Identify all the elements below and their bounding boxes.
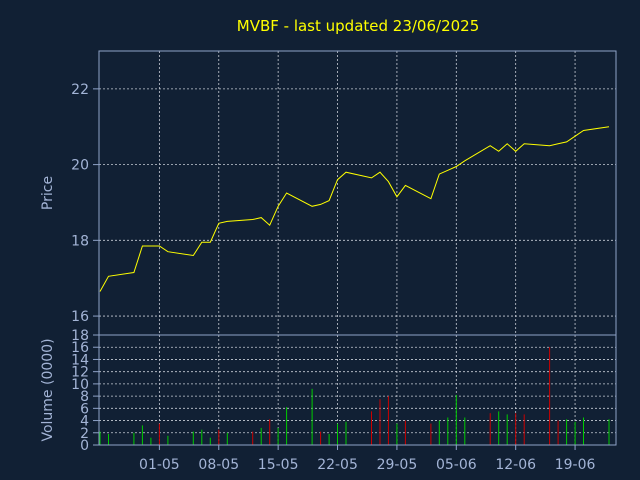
x-axis-tick-labels: 01-05 08-05 15-05 22-05 29-05 05-06 12-06 19-06 [139, 445, 595, 473]
x-tick-label: 05-06 [436, 457, 477, 473]
volume-y-tick-label: 2 [80, 426, 89, 442]
x-tick-label: 22-05 [317, 457, 358, 473]
volume-bars [99, 347, 610, 445]
price-series-line [99, 126, 610, 292]
price-y-tick-label: 18 [71, 233, 89, 249]
price-grid [99, 88, 616, 317]
x-tick-label: 15-05 [258, 457, 299, 473]
x-tick-label: 08-05 [198, 457, 239, 473]
chart-title: MVBF - last updated 23/06/2025 [237, 17, 480, 35]
price-x-grid [158, 51, 576, 335]
price-y-tick-label: 16 [71, 309, 89, 325]
volume-panel-frame [98, 334, 617, 446]
volume-x-grid [158, 335, 576, 445]
volume-y-tick-label: 0 [80, 438, 89, 454]
x-tick-label: 29-05 [377, 457, 418, 473]
volume-y-tick-label: 18 [71, 328, 89, 344]
price-y-tick-label: 22 [71, 82, 89, 98]
volume-y-tick-label: 14 [71, 352, 89, 368]
volume-grid [99, 346, 616, 434]
x-tick-label: 12-06 [495, 457, 536, 473]
volume-y-tick-label: 6 [80, 401, 89, 417]
volume-y-tick-label: 16 [71, 340, 89, 356]
volume-y-tick-label: 4 [80, 414, 89, 430]
price-panel-frame [98, 50, 617, 336]
price-panel: 16 18 20 22 Price [40, 50, 617, 336]
volume-axis-label: Volume (0000) [40, 338, 56, 441]
x-tick-label: 01-05 [139, 457, 180, 473]
x-tick-label: 19-06 [555, 457, 596, 473]
volume-y-tick-label: 8 [80, 389, 89, 405]
price-axis-label: Price [40, 176, 56, 210]
volume-y-tick-label: 10 [71, 377, 89, 393]
volume-y-tick-label: 12 [71, 365, 89, 381]
price-y-tick-label: 20 [71, 158, 89, 174]
price-y-ticks: 16 18 20 22 [71, 82, 99, 325]
